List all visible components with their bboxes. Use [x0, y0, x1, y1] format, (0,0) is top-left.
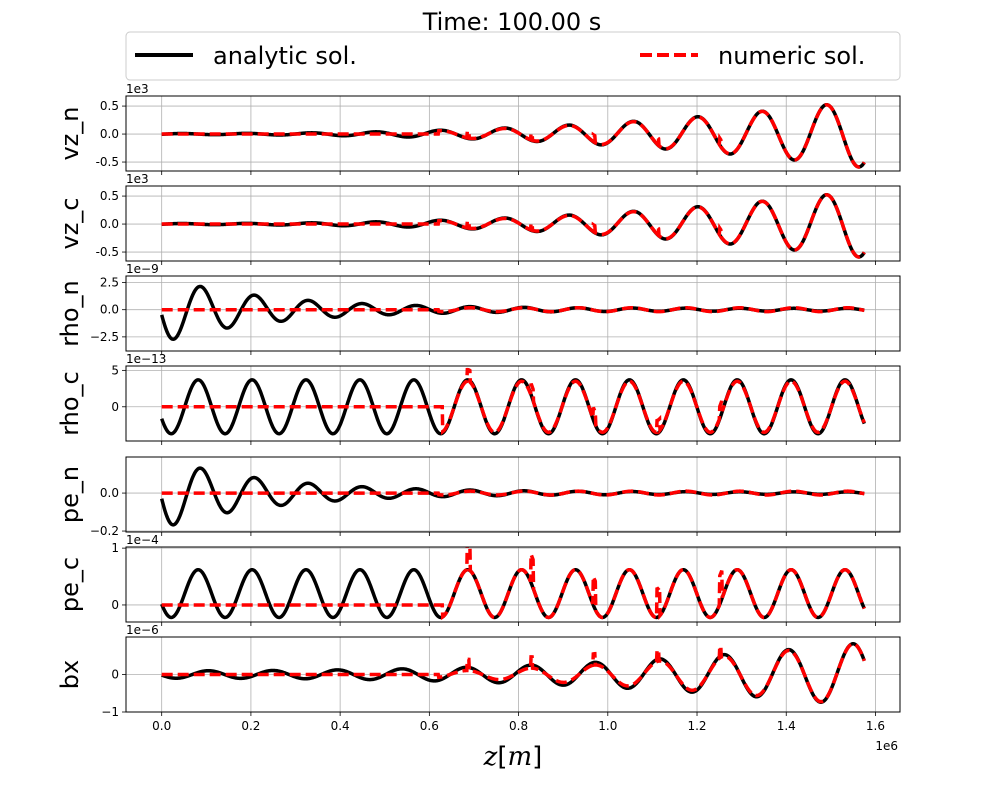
y-offset-label: 1e3 — [126, 172, 149, 186]
panel-frame — [125, 546, 901, 623]
x-tick-label: 0.2 — [241, 719, 260, 733]
y-axis-label: rho_c — [56, 371, 84, 436]
x-tick-label: 0.8 — [509, 719, 528, 733]
panel-frame — [125, 636, 901, 713]
panel-frame — [125, 456, 901, 533]
chart-title: Time: 100.00 s — [422, 8, 602, 36]
y-tick-label: 1 — [111, 541, 119, 555]
x-axis: 0.0 0.2 0.4 0.6 0.8 1.0 1.2 1.4 1.6 — [152, 719, 885, 733]
panel-vz_c: 0.5 0.0 -0.5 1e3 vz_c — [56, 172, 901, 265]
y-tick-label: −2.5 — [90, 330, 119, 344]
y-tick-label: 0.5 — [100, 189, 119, 203]
x-tick-label: 1.0 — [598, 719, 617, 733]
y-tick-label: -0.5 — [96, 155, 119, 169]
y-tick-label: 0 — [111, 400, 119, 414]
y-offset-label: 1e−6 — [126, 623, 159, 637]
panel-frame — [125, 95, 901, 172]
legend-label-analytic: analytic sol. — [213, 42, 357, 70]
series-analytic-pe_n — [159, 466, 865, 527]
panel-frame — [125, 275, 901, 352]
y-tick-label: 2.5 — [100, 276, 119, 290]
x-tick-label: 1.4 — [777, 719, 796, 733]
y-axis-label: vz_c — [56, 198, 84, 250]
x-tick-label: 1.2 — [687, 719, 706, 733]
panel-frame — [125, 185, 901, 262]
series-numeric-vz_n — [161, 103, 866, 169]
panel-pe_c: 1 0 1e−4 pe_c — [56, 533, 901, 626]
y-tick-label: 0 — [111, 668, 119, 682]
y-tick-label: 5 — [111, 363, 119, 377]
y-tick-label: 0.0 — [100, 127, 119, 141]
legend: analytic sol. numeric sol. — [125, 31, 901, 81]
y-offset-label: 1e3 — [126, 82, 149, 96]
x-offset-label: 1e6 — [875, 739, 898, 753]
y-tick-label: −1 — [101, 705, 119, 719]
y-tick-label: -0.5 — [96, 245, 119, 259]
panels: 0.5 0.0 -0.5 1e3 vz_n 0.5 0.0 -0.5 1e3 vz_c 2.5 0.0… — [56, 82, 901, 719]
legend-label-numeric: numeric sol. — [718, 42, 865, 70]
y-tick-label: 0.0 — [100, 217, 119, 231]
series-analytic-vz_n — [161, 102, 866, 169]
panel-frame — [125, 365, 901, 442]
x-tick-label: 1.6 — [866, 719, 885, 733]
legend-frame — [125, 31, 901, 81]
series-numeric-pe_n — [161, 489, 865, 497]
x-tick-label: 0.6 — [420, 719, 439, 733]
y-offset-label: 1e−13 — [126, 352, 166, 366]
series-numeric-rho_c — [161, 367, 866, 436]
y-axis-label: bx — [56, 660, 84, 689]
series-numeric-bx — [161, 642, 866, 704]
y-axis-label: vz_n — [56, 106, 84, 160]
y-tick-label: −0.2 — [90, 524, 119, 538]
y-axis-label: pe_n — [56, 466, 84, 523]
series-numeric-vz_c — [161, 193, 866, 259]
series-analytic-rho_n — [159, 284, 865, 341]
panel-rho_n: 2.5 0.0 −2.5 1e−9 rho_n — [56, 262, 901, 355]
panel-rho_c: 5 0 1e−13 rho_c — [56, 352, 901, 445]
panel-vz_n: 0.5 0.0 -0.5 1e3 vz_n — [56, 82, 901, 175]
y-axis-label: rho_n — [56, 280, 84, 347]
y-offset-label: 1e−4 — [126, 533, 159, 547]
y-tick-label: 0 — [111, 598, 119, 612]
y-tick-label: 0.0 — [100, 486, 119, 500]
panel-bx: 0 −1 1e−6 bx — [56, 623, 901, 719]
series-numeric-pe_c — [161, 547, 866, 621]
y-axis-label: pe_c — [56, 557, 84, 612]
series-numeric-rho_n — [161, 305, 865, 314]
panel-pe_n: 0.0 −0.2 pe_n — [56, 456, 901, 538]
x-axis-label: z[m] — [483, 742, 543, 772]
x-tick-label: 0.4 — [331, 719, 350, 733]
series-analytic-vz_c — [161, 192, 866, 259]
y-tick-label: 0.0 — [100, 303, 119, 317]
y-offset-label: 1e−9 — [126, 262, 159, 276]
y-tick-label: 0.5 — [100, 99, 119, 113]
x-tick-label: 0.0 — [152, 719, 171, 733]
